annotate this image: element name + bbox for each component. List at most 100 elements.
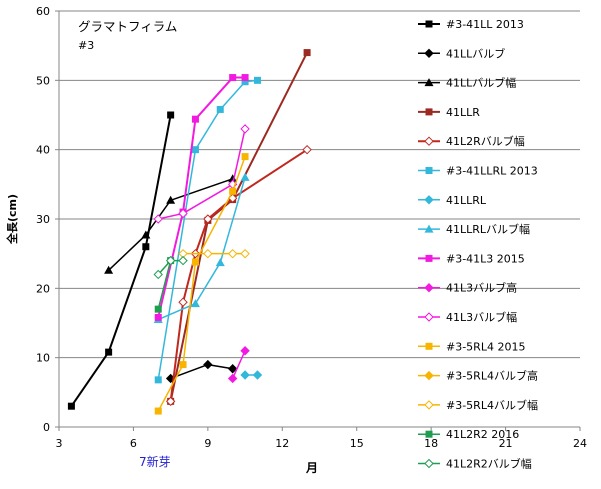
data-point [229,187,237,195]
x-tick-label: 21 [499,437,513,450]
data-point [191,258,199,266]
series-4 [167,49,311,405]
data-point [191,115,199,123]
chart-title: グラマトフィラム [78,19,177,34]
x-tick-label: 15 [350,437,364,450]
data-point [203,359,213,370]
legend-item: 41LLバルブ幅 [418,76,516,90]
y-tick-label: 60 [36,5,50,18]
series-10 [227,346,250,384]
legend-label: 41L3バルブ幅 [446,310,517,324]
data-point [240,248,250,259]
x-tick-label: 24 [573,437,587,450]
series-line [169,52,308,402]
data-point [241,74,249,82]
data-point [141,230,151,239]
legend-marker [425,167,433,174]
x-tick-label: 3 [56,437,63,450]
data-point [228,174,238,183]
series-12 [154,153,249,415]
legend-marker [425,20,433,28]
x-tick-label: 18 [424,437,438,450]
grid [59,10,580,359]
y-tick-label: 0 [43,421,50,434]
annotation-label: 7新芽 [139,454,171,469]
legend-item: #3-5RL4バルブ高 [418,369,538,383]
x-tick-label: 9 [204,437,211,450]
series-line [70,114,172,407]
legend-marker [424,400,434,410]
series-1 [67,111,175,410]
data-point [241,153,249,161]
data-point [241,78,249,86]
data-point [154,313,162,321]
legend-item: 41LLRLバルブ幅 [418,222,530,236]
data-point [227,373,238,384]
legend-label: #3-5RL4 2015 [446,340,525,353]
y-axis-label: 全長(cm) [5,194,19,245]
legend-marker [424,136,434,146]
legend-marker [424,78,434,87]
data-point [240,370,250,380]
x-tick-label: 6 [130,437,137,450]
chart-subtitle: #3 [78,39,94,52]
legend-item: 41LLR [418,106,480,119]
series-6 [154,76,261,384]
data-point [154,305,162,313]
ticks: 0 10 20 30 40 50 60 3 6 9 12 15 18 21 24 [36,5,587,450]
legend-item: #3-5RL4バルブ幅 [418,398,538,412]
data-point [302,144,312,155]
data-point [105,348,113,356]
data-point [253,76,261,84]
legend-marker [424,195,434,205]
data-point [167,111,175,119]
data-point [179,361,187,369]
data-point [252,370,263,380]
legend-label: 41LLRL [446,194,487,207]
legend-label: #3-5RL4バルブ高 [446,369,538,383]
legend-marker [425,108,433,116]
y-tick-label: 10 [36,352,50,365]
legend-label: 41LLバルブ幅 [446,76,516,90]
legend-item: #3-41L3 2015 [418,252,525,265]
y-tick-label: 20 [36,282,50,295]
series-line [158,128,246,220]
legend-label: 41L2R2 2016 [446,428,519,441]
series-line [157,260,172,310]
legend-item: 41L2R2 2016 [418,428,519,441]
data-point [240,346,250,356]
legend: #3-41LL 2013 41LLバルブ 41LLバルブ幅 41LLR 41L2Rバルブ… [418,18,538,471]
legend-item: 41LLバルブ [418,46,505,60]
series-line [157,79,258,380]
series-line [231,350,246,379]
legend-marker [424,370,434,381]
legend-item: 41LLRL [418,194,487,207]
x-axis-label: 月 [305,461,318,475]
series-7 [240,370,263,380]
y-tick-label: 40 [36,144,50,157]
legend-label: #3-41LL 2013 [446,18,524,31]
data-point [165,396,176,407]
data-point [203,214,213,224]
legend-marker [424,48,434,59]
legend-label: 41L2R2バルブ幅 [446,457,532,471]
legend-label: 41LLR [446,106,480,119]
series-layer [67,49,312,415]
data-point [227,248,238,259]
data-point [178,297,188,307]
series-16 [153,255,188,280]
data-point [240,124,250,134]
data-point [142,243,150,251]
legend-marker [425,430,433,438]
data-point [153,214,163,224]
legend-label: 41LLRLバルブ幅 [446,222,530,236]
legend-item: 41L2Rバルブ幅 [418,134,525,148]
data-point [166,195,176,204]
series-14 [178,248,250,259]
data-point [154,376,162,384]
data-point [178,255,188,266]
legend-label: #3-41L3 2015 [446,252,525,265]
data-point [215,258,225,267]
data-point [216,105,224,113]
